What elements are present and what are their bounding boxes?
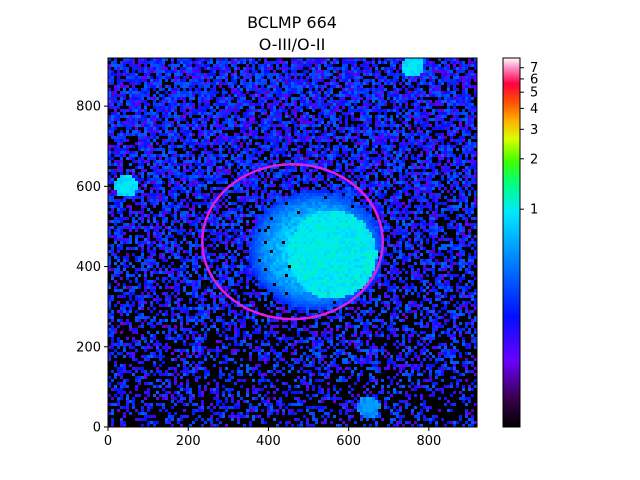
pixel-layer <box>108 58 477 427</box>
colorbar-tick-label: 3 <box>530 123 538 138</box>
image-area <box>108 58 477 427</box>
region-1 <box>328 250 337 259</box>
chart-title: BCLMP 664 <box>247 13 337 32</box>
x-tick-label: 200 <box>176 434 201 449</box>
colorbar-tick-label: 6 <box>530 72 538 87</box>
region-2 <box>121 181 132 192</box>
x-axis: 0 200 400 600 800 <box>104 427 441 449</box>
y-tick-label: 0 <box>93 421 101 436</box>
chart-subtitle: O-III/O-II <box>259 35 326 54</box>
aperture-ellipse <box>201 163 384 321</box>
colorbar-tick-label: 1 <box>530 203 538 218</box>
region-4 <box>363 401 374 412</box>
colorbar-tick-label: 5 <box>530 86 538 101</box>
y-tick-label: 200 <box>76 340 101 355</box>
x-tick-label: 400 <box>256 434 281 449</box>
y-tick-label: 600 <box>76 180 101 195</box>
x-tick-label: 600 <box>336 434 361 449</box>
region-3 <box>407 61 418 72</box>
colorbar-tick-label: 2 <box>530 152 538 167</box>
y-tick-label: 800 <box>76 100 101 115</box>
emission-regions <box>121 61 418 412</box>
colorbar-tick-label: 4 <box>530 102 538 117</box>
colorbar <box>502 57 521 428</box>
y-axis: 0 200 400 600 800 <box>76 100 108 436</box>
y-tick-label: 400 <box>76 260 101 275</box>
x-tick-label: 800 <box>416 434 441 449</box>
plot-frame <box>107 57 478 428</box>
x-tick-label: 0 <box>104 434 112 449</box>
colorbar-tick-label: 7 <box>530 61 538 76</box>
